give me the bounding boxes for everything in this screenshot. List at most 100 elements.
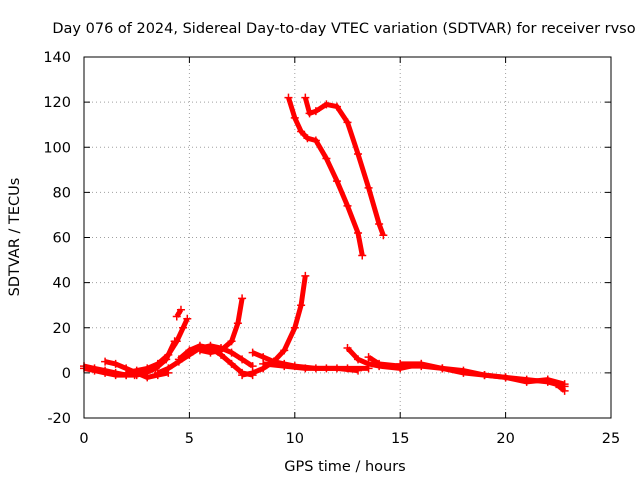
data-point [101,357,110,366]
data-point [233,319,242,328]
data-point [238,371,247,380]
data-point [248,362,257,371]
y-tick-label: -20 [47,411,71,427]
data-point [217,350,226,359]
data-point [143,373,152,382]
data-point [332,102,341,111]
data-point [101,366,110,375]
data-point [162,355,171,364]
data-point [141,368,150,377]
data-point [290,323,299,332]
series-trace [286,96,365,256]
data-point [259,359,268,368]
data-point [111,359,120,368]
data-point [322,364,331,373]
data-point [179,323,188,332]
data-point [90,364,99,373]
y-axis-label: SDTVAR / TECUs [7,178,23,297]
data-point [122,368,131,377]
data-point [379,231,388,240]
data-point [417,359,426,368]
data-point [459,366,468,375]
data-series [80,93,569,395]
data-point [248,348,257,357]
data-point [343,201,352,210]
data-point [206,344,215,353]
y-tick-label: 40 [53,276,71,292]
data-point [343,118,352,127]
series-trace [177,343,254,378]
data-point [195,341,204,350]
data-point [174,355,183,364]
y-tick-label: 20 [53,321,71,337]
data-point [522,377,531,386]
x-tick-label: 25 [602,431,620,447]
data-point [354,150,363,159]
data-point [311,107,320,116]
data-point [501,373,510,382]
data-point [111,368,120,377]
x-tick-label: 20 [496,431,514,447]
data-point [280,346,289,355]
data-point [438,364,447,373]
data-point [305,109,314,118]
x-tick-label: 15 [391,431,409,447]
data-point [322,154,331,163]
data-point [227,337,236,346]
series-arc-18 [543,375,569,395]
data-point [303,134,312,143]
series-trace [400,361,566,387]
data-point [480,371,489,380]
data-point [560,380,569,389]
data-point [343,344,352,353]
data-point [297,301,306,310]
data-point [248,368,257,377]
data-point [375,219,384,228]
series-arc-13 [284,93,367,260]
data-point [280,362,289,371]
data-point [164,364,173,373]
data-point [364,183,373,192]
data-point [375,359,384,368]
data-point [364,359,373,368]
axis-ticks [83,56,612,419]
x-tick-label: 5 [185,431,194,447]
series-arc-5 [130,337,179,380]
data-point [227,348,236,357]
data-point [301,271,310,280]
data-point [301,364,310,373]
y-tick-label: 0 [62,366,71,382]
data-point [301,93,310,102]
data-point [151,364,160,373]
series-trace [302,96,386,237]
y-tick-label: 60 [53,231,71,247]
data-point [560,386,569,395]
data-point [354,355,363,364]
data-point [290,113,299,122]
data-point [183,314,192,323]
data-point [364,353,373,362]
data-point [170,337,179,346]
series-arc-14 [301,93,388,240]
y-tick-label: 120 [43,95,71,111]
data-point [322,100,331,109]
x-tick-label: 0 [79,431,88,447]
series-arc-6 [172,305,185,321]
y-tick-label: 80 [53,185,71,201]
data-point [311,136,320,145]
data-point [343,364,352,373]
data-point [185,346,194,355]
data-point [543,375,552,384]
data-point [396,359,405,368]
data-point [297,127,306,136]
data-point [238,294,247,303]
data-point [130,371,139,380]
y-tick-labels: -20 0 20 40 60 80 100 120 140 [43,50,71,427]
x-tick-label: 10 [286,431,304,447]
data-point [176,305,185,314]
data-point [172,312,181,321]
data-point [358,251,367,260]
chart-title: Day 076 of 2024, Sidereal Day-to-day VTE… [52,21,635,37]
series-arc-12 [259,359,373,373]
